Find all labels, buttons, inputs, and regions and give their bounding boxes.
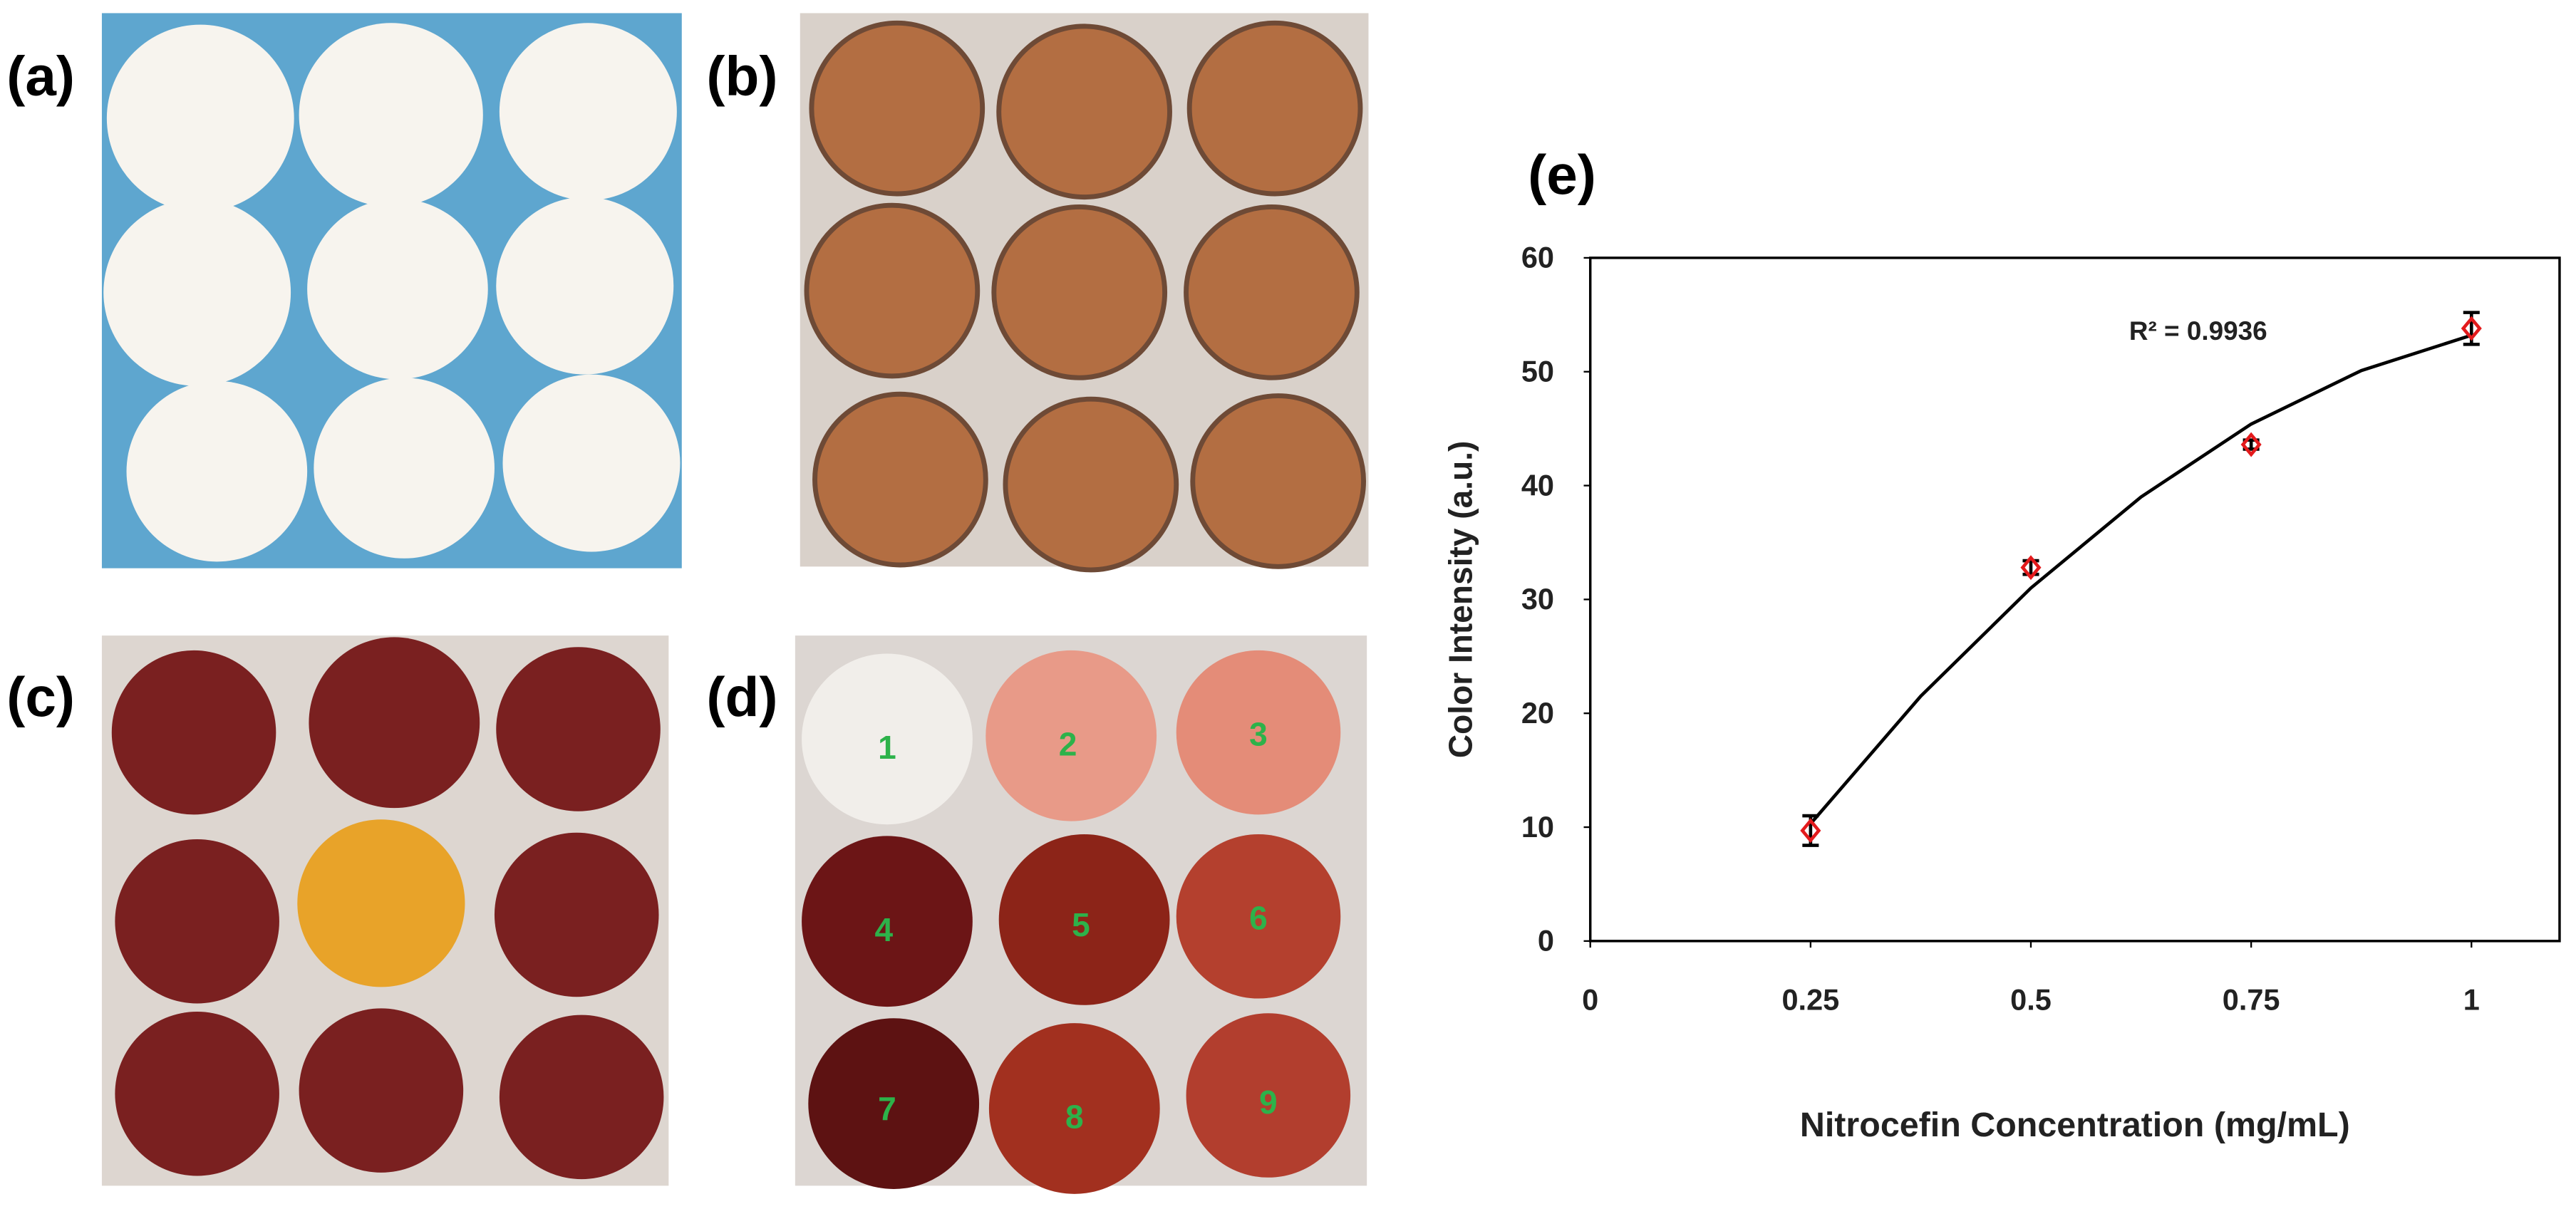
data-point	[2240, 432, 2262, 457]
well-number: 9	[1259, 1084, 1278, 1121]
data-point	[2461, 316, 2482, 341]
y-tick-label: 0	[1538, 924, 1554, 958]
x-tick-label: 0.25	[1781, 983, 1839, 1017]
well-number: 1	[878, 729, 896, 766]
photo-a	[101, 13, 682, 569]
panel-label: (b)	[706, 45, 777, 108]
photo-d	[795, 635, 1367, 1194]
annotation: R² = 0.9936	[2129, 316, 2267, 346]
well-number: 5	[1072, 906, 1090, 943]
panel-label: (e)	[1528, 143, 1596, 206]
panel-label: (d)	[706, 665, 777, 728]
data-point	[1800, 818, 1821, 844]
y-tick-label: 40	[1521, 468, 1554, 502]
well-number: 2	[1059, 725, 1077, 762]
panel-label: (a)	[6, 45, 75, 108]
y-tick-label: 50	[1521, 355, 1554, 388]
well-number: 7	[878, 1090, 896, 1127]
well-number: 8	[1065, 1099, 1084, 1136]
y-axis-label: Color Intensity (a.u.)	[1442, 441, 1479, 759]
error-bar	[2022, 559, 2039, 576]
well-number: 4	[875, 911, 894, 948]
panel-label: (c)	[6, 665, 75, 728]
y-tick-label: 60	[1521, 241, 1554, 274]
well-number: 3	[1249, 716, 1268, 753]
x-tick-label: 1	[2463, 983, 2480, 1017]
y-tick-label: 10	[1521, 810, 1554, 844]
x-tick-label: 0	[1582, 983, 1598, 1017]
well-number: 6	[1249, 900, 1268, 937]
photo-b	[800, 13, 1369, 573]
y-tick-label: 30	[1521, 582, 1554, 616]
x-tick-label: 0.75	[2223, 983, 2280, 1017]
data-point	[2020, 555, 2042, 581]
plot-frame	[1588, 256, 2561, 943]
x-tick-label: 0.5	[2010, 983, 2052, 1017]
photo-c	[101, 635, 669, 1186]
trendline	[1809, 333, 2472, 825]
y-tick-label: 20	[1521, 696, 1554, 730]
x-axis-label: Nitrocefin Concentration (mg/mL)	[1800, 1106, 2350, 1144]
